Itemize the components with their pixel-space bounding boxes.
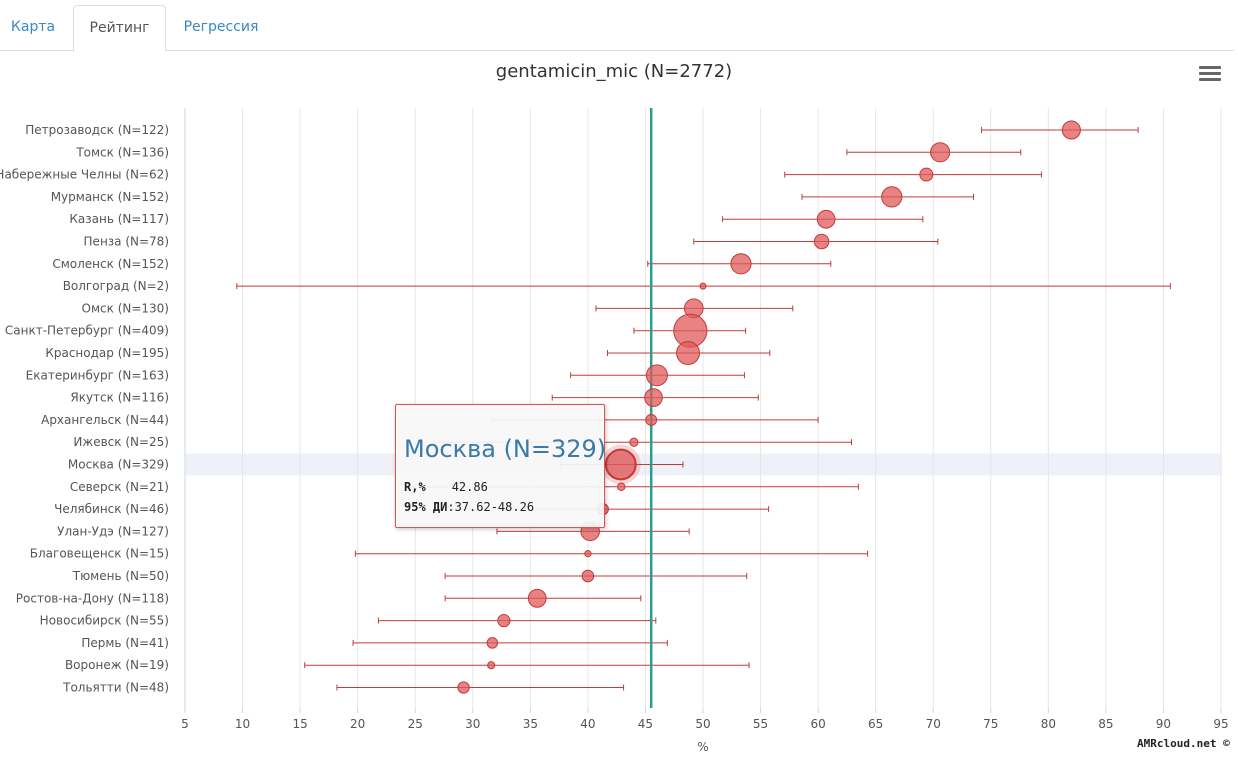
y-tick-label: Благовещенск (N=15): [30, 547, 169, 561]
x-tick-label: 25: [408, 717, 423, 731]
data-point: [486, 637, 499, 649]
rating-chart: gentamicin_mic (N=2772) 5 10 15 20 25 30 35 40 4…: [0, 61, 1229, 754]
x-tick-label: 20: [350, 717, 365, 731]
data-point: [1061, 120, 1081, 140]
x-tick-label: 60: [810, 717, 825, 731]
tooltip: Москва (N=329) R,% 42.86 95% ДИ:37.62-48.…: [395, 404, 607, 528]
error-bars: [236, 127, 1171, 691]
data-point: [919, 167, 934, 182]
tab-map[interactable]: Карта: [10, 19, 56, 35]
y-tick-label: Екатеринбург (N=163): [26, 368, 169, 382]
y-tick-label: Казань (N=117): [69, 212, 169, 226]
data-point: [645, 413, 658, 426]
y-tick-label: Краснодар (N=195): [45, 346, 169, 360]
data-point: [497, 614, 511, 628]
tooltip-r-row: R,% 42.86: [404, 480, 488, 494]
tooltip-ci-value: :37.62-48.26: [447, 500, 535, 514]
data-point: [629, 437, 639, 447]
x-tick-label: 95: [1213, 717, 1228, 731]
y-tick-label: Северск (N=21): [70, 480, 169, 494]
x-axis-label: %: [697, 740, 708, 754]
x-tick-label: 45: [638, 717, 653, 731]
x-tick-label: 55: [753, 717, 768, 731]
data-point: [676, 341, 700, 365]
data-point: [730, 253, 752, 275]
y-tick-label: Улан-Удэ (N=127): [57, 524, 169, 538]
y-tick-label: Мурманск (N=152): [51, 190, 169, 204]
x-axis-ticks: 5 10 15 20 25 30 35 40 45 50 55 60 65 70 75 80 85 90 95: [181, 708, 1229, 731]
data-point: [816, 209, 836, 229]
x-tick-label: 40: [580, 717, 595, 731]
data-point: [457, 681, 470, 694]
tooltip-title: Москва (N=329): [404, 435, 607, 463]
y-tick-label: Волгоград (N=2): [63, 279, 169, 293]
y-tick-label: Томск (N=136): [75, 145, 169, 159]
y-tick-label: Санкт-Петербург (N=409): [5, 324, 169, 338]
x-tick-label: 85: [1098, 717, 1113, 731]
y-tick-label: Тольятти (N=48): [62, 681, 169, 695]
hamburger-icon[interactable]: [1199, 66, 1221, 84]
chart-title: gentamicin_mic (N=2772): [496, 61, 732, 82]
y-tick-label: Челябинск (N=46): [54, 502, 169, 516]
data-point: [487, 661, 496, 670]
data-point: [644, 388, 663, 407]
y-tick-label: Пенза (N=78): [84, 235, 169, 249]
x-tick-label: 10: [235, 717, 250, 731]
x-tick-label: 80: [1041, 717, 1056, 731]
y-tick-label: Омск (N=130): [82, 301, 169, 315]
data-point: [527, 588, 547, 608]
data-point: [881, 186, 903, 208]
tooltip-r-value: 42.86: [451, 480, 488, 494]
x-tick-label: 90: [1156, 717, 1171, 731]
x-tick-label: 30: [465, 717, 480, 731]
y-tick-label: Воронеж (N=19): [65, 658, 169, 672]
x-tick-label: 5: [181, 717, 189, 731]
grid-lines: [184, 108, 1222, 708]
x-tick-label: 65: [868, 717, 883, 731]
x-tick-label: 50: [695, 717, 710, 731]
y-tick-label: Тюмень (N=50): [72, 569, 169, 583]
tooltip-ci-label: 95% ДИ: [404, 500, 448, 514]
tab-bar: Карта Рейтинг Регрессия: [0, 0, 1234, 52]
y-tick-label: Смоленск (N=152): [52, 257, 169, 271]
y-tick-label: Новосибирск (N=55): [40, 614, 169, 628]
x-tick-label: 70: [926, 717, 941, 731]
y-tick-label: Якутск (N=116): [70, 391, 169, 405]
tab-rating[interactable]: Рейтинг: [73, 5, 166, 52]
x-tick-label: 75: [983, 717, 998, 731]
y-axis-labels: Петрозаводск (N=122) Томск (N=136) Набереж…: [0, 123, 169, 695]
tooltip-ci-row: 95% ДИ:37.62-48.26: [404, 500, 534, 514]
y-tick-label: Архангельск (N=44): [41, 413, 169, 427]
data-point: [699, 282, 707, 290]
y-tick-label: Петрозаводск (N=122): [25, 123, 169, 137]
y-tick-label: Пермь (N=41): [81, 636, 169, 650]
tab-regression[interactable]: Регрессия: [183, 19, 259, 35]
tooltip-r-label: R,%: [404, 480, 426, 494]
data-point: [813, 233, 830, 250]
data-point: [604, 448, 637, 481]
data-point: [930, 142, 951, 163]
data-point: [581, 569, 595, 583]
x-tick-label: 15: [292, 717, 307, 731]
data-point: [584, 550, 592, 558]
credits[interactable]: AMRcloud.net ©: [1137, 737, 1230, 750]
data-point: [617, 482, 626, 492]
data-points: [457, 120, 1081, 694]
x-tick-label: 35: [523, 717, 538, 731]
y-tick-label: Ростов-на-Дону (N=118): [16, 591, 169, 605]
y-tick-label: Набережные Челны (N=62): [0, 168, 169, 182]
y-tick-label: Ижевск (N=25): [73, 435, 169, 449]
data-point: [645, 364, 668, 387]
y-tick-label: Москва (N=329): [68, 458, 169, 472]
